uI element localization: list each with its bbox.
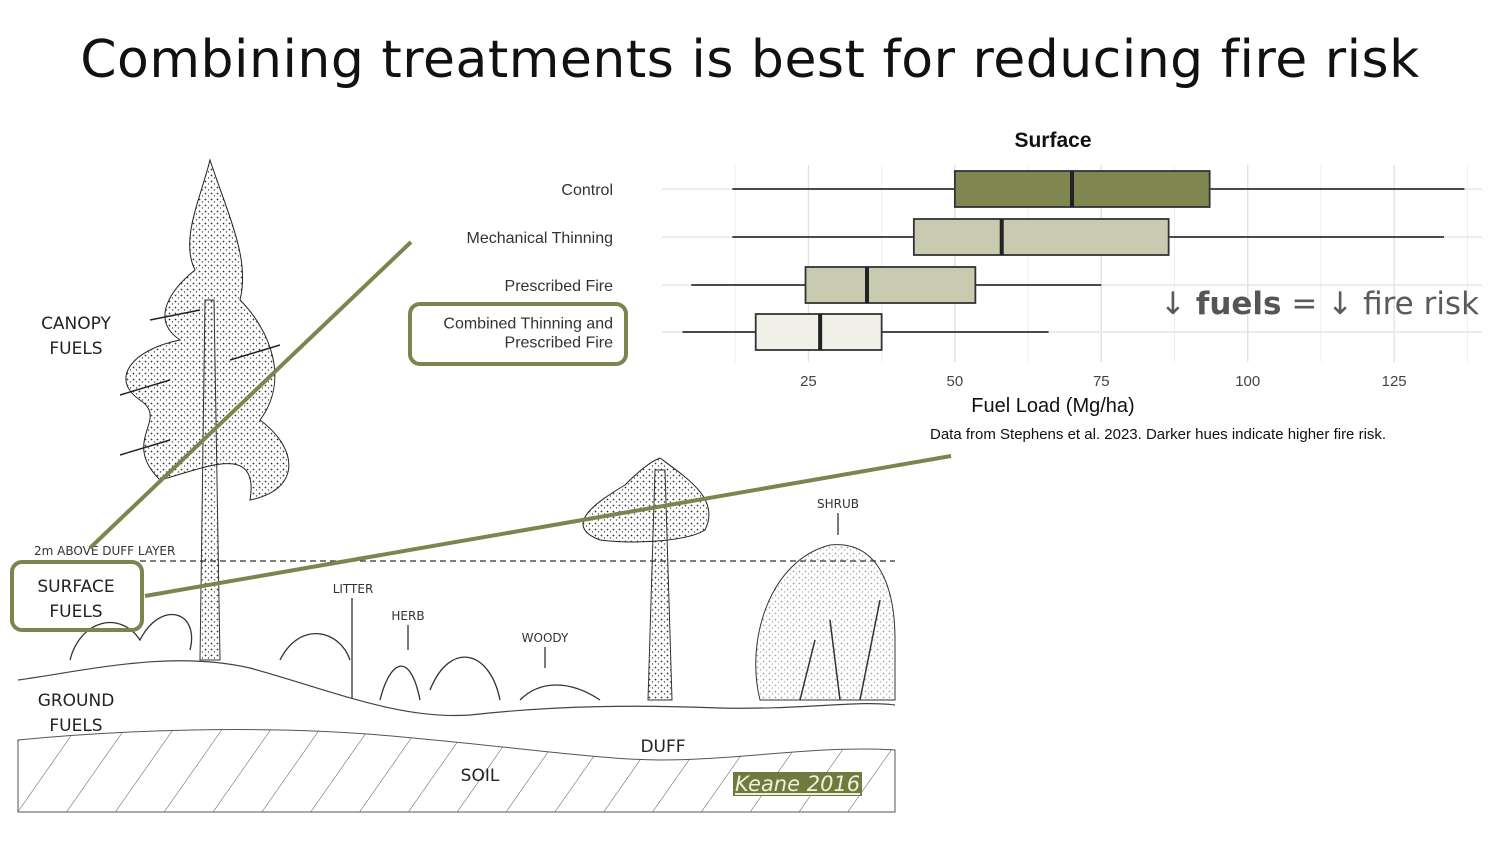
surface-fuels-label: SURFACE bbox=[37, 577, 114, 597]
box-combined-thinning-and-prescribed-fire bbox=[682, 313, 1049, 351]
canopy-fuels-label-2: FUELS bbox=[49, 339, 102, 359]
down-arrow-icon: ↓ bbox=[1160, 286, 1186, 322]
box-iqr bbox=[912, 218, 1170, 256]
chart-title: Surface bbox=[1014, 129, 1091, 152]
soil-layer bbox=[17, 729, 896, 813]
shrub-label: SHRUB bbox=[817, 497, 859, 511]
box-iqr bbox=[953, 170, 1211, 208]
category-label: Mechanical Thinning bbox=[467, 230, 613, 247]
connector-line-to-chart bbox=[88, 240, 413, 550]
boxes bbox=[682, 170, 1465, 351]
duff-label: DUFF bbox=[640, 737, 685, 757]
ground-vegetation-drawing bbox=[69, 613, 601, 701]
x-tick-label: 75 bbox=[1093, 373, 1110, 390]
x-tick-label: 125 bbox=[1382, 373, 1407, 390]
category-label: Prescribed Fire bbox=[505, 278, 614, 295]
fuels-risk-annotation: ↓ fuels = ↓ fire risk bbox=[1160, 286, 1490, 322]
category-label: Control bbox=[561, 182, 613, 199]
box-iqr bbox=[804, 266, 977, 304]
surface-fuels-highlight-box bbox=[10, 560, 144, 632]
combined-treatment-highlight-box bbox=[408, 302, 628, 366]
litter-label: LITTER bbox=[333, 582, 374, 596]
x-tick-label: 25 bbox=[800, 373, 817, 390]
canopy-fuels-label: CANOPY bbox=[41, 314, 111, 334]
equals-sign: = bbox=[1291, 286, 1318, 322]
down-arrow-icon: ↓ bbox=[1327, 286, 1354, 322]
ground-fuels-label: GROUND bbox=[38, 691, 115, 711]
surface-fuels-label-2: FUELS bbox=[49, 602, 102, 622]
category-label: Combined Thinning and Prescribed Fire bbox=[443, 316, 613, 352]
fire-risk-word: fire risk bbox=[1363, 286, 1480, 322]
illustration-credit-link[interactable]: Keane 2016 bbox=[733, 772, 863, 796]
slide-title: Combining treatments is best for reducin… bbox=[80, 30, 1420, 90]
box-prescribed-fire bbox=[691, 266, 1102, 304]
x-tick-label: 100 bbox=[1235, 373, 1260, 390]
box-control bbox=[732, 170, 1465, 208]
woody-label: WOODY bbox=[522, 631, 569, 645]
small-tree-drawing bbox=[582, 457, 710, 701]
soil-label: SOIL bbox=[461, 766, 500, 786]
ground-fuels-label-2: FUELS bbox=[49, 716, 102, 736]
labels: Surface Control Mechanical Thinning Prescri… bbox=[443, 129, 1406, 417]
herb-label: HERB bbox=[391, 609, 424, 623]
chart-caption: Data from Stephens et al. 2023. Darker h… bbox=[930, 426, 1387, 443]
box-mechanical-thinning bbox=[732, 218, 1444, 256]
x-axis-label: Fuel Load (Mg/ha) bbox=[971, 395, 1134, 417]
connector-line-to-caption bbox=[144, 454, 952, 598]
shrub-drawing bbox=[755, 544, 896, 701]
large-tree-drawing bbox=[119, 158, 290, 661]
x-tick-label: 50 bbox=[947, 373, 964, 390]
duff-layer-label: 2m ABOVE DUFF LAYER bbox=[34, 544, 175, 558]
ground-surface-line bbox=[17, 660, 896, 717]
fuels-word: fuels bbox=[1195, 286, 1282, 322]
